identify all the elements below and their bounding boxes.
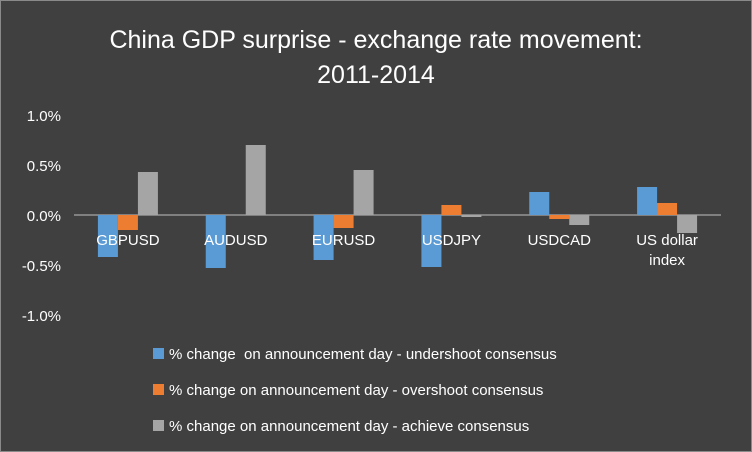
bar-usdcad-series-1 — [529, 192, 550, 215]
bar-eurusd-series-3 — [353, 170, 374, 215]
x-category-label: GBPUSD — [96, 232, 160, 249]
chart-title-line: China GDP surprise - exchange rate movem… — [109, 26, 642, 54]
bar-gbpusd-series-2 — [117, 215, 138, 230]
legend-swatch — [153, 348, 164, 359]
bar-usdcad-series-2 — [549, 215, 570, 219]
x-category-label: US dollar — [636, 232, 698, 249]
x-category-label: USDCAD — [528, 232, 592, 249]
bar-eurusd-series-2 — [333, 215, 354, 228]
x-category-label: EURUSD — [312, 232, 376, 249]
bar-us-dollar-index-series-2 — [657, 203, 678, 215]
bar-usdjpy-series-3 — [461, 215, 482, 217]
y-tick-label: -1.0% — [22, 308, 61, 325]
legend-label: % change on announcement day - undershoo… — [169, 346, 557, 363]
legend: % change on announcement day - undershoo… — [153, 346, 557, 435]
chart-title-line: 2011-2014 — [317, 61, 435, 89]
x-axis-category-labels: GBPUSD AUDUSD EURUSD USDJPY USDCAD US dollar i… — [96, 232, 698, 269]
bar-audusd-series-3 — [245, 145, 266, 215]
bar-eurusd-series-1 — [313, 215, 334, 260]
y-tick-label: -0.5% — [22, 258, 61, 275]
x-category-label: USDJPY — [422, 232, 481, 249]
y-axis-tick-labels: 1.0% 0.5% 0.0% -0.5% -1.0% — [22, 108, 61, 325]
bar-gbpusd-series-1 — [97, 215, 118, 257]
x-category-label: AUDUSD — [204, 232, 268, 249]
legend-swatch — [153, 384, 164, 395]
bar-usdcad-series-3 — [569, 215, 590, 225]
bar-gbpusd-series-3 — [137, 172, 158, 215]
legend-label: % change on announcement day - overshoot… — [169, 382, 543, 399]
y-tick-label: 0.5% — [27, 158, 61, 175]
bar-audusd-series-1 — [205, 215, 226, 268]
y-tick-label: 0.0% — [27, 208, 61, 225]
bar-us-dollar-index-series-3 — [677, 215, 698, 233]
bar-usdjpy-series-2 — [441, 205, 462, 215]
chart-title: China GDP surprise - exchange rate movem… — [109, 26, 642, 89]
y-tick-label: 1.0% — [27, 108, 61, 125]
bar-us-dollar-index-series-1 — [637, 187, 658, 215]
legend-label: % change on announcement day - achieve c… — [169, 418, 529, 435]
legend-swatch — [153, 420, 164, 431]
x-category-label: index — [649, 252, 685, 269]
bar-usdjpy-series-1 — [421, 215, 442, 267]
bars — [97, 145, 698, 268]
